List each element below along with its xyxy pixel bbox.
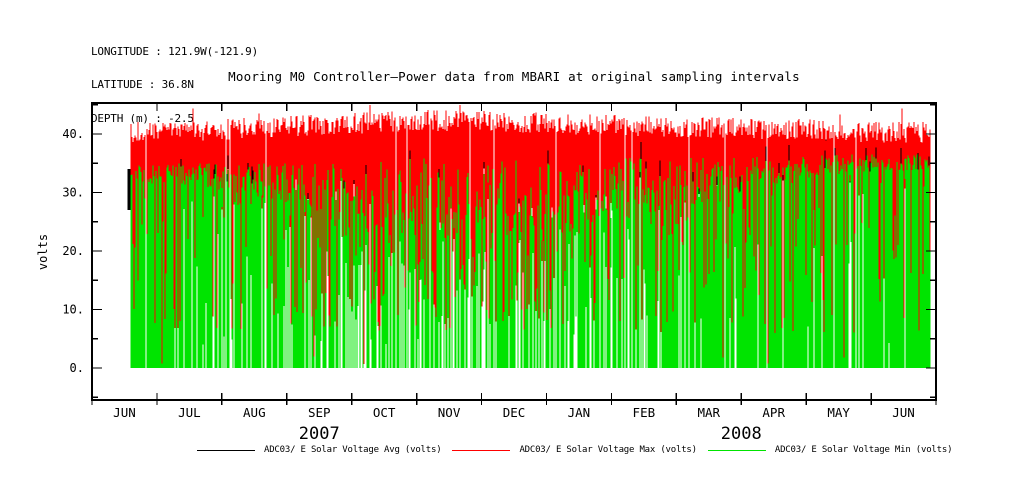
x-month-label: JAN [568, 405, 591, 420]
x-month-label: APR [762, 405, 785, 420]
depth-text: DEPTH (m) : -2.5 [91, 112, 194, 126]
x-month-label: FEB [633, 405, 656, 420]
x-month-label: JUN [113, 405, 136, 420]
max-line-swatch [452, 449, 511, 451]
y-tick-label: 0. [70, 361, 84, 375]
legend-label-min: ADC03/ E Solar Voltage Min (volts) [774, 445, 953, 455]
latitude-text: LATITUDE : 36.8N [91, 78, 194, 92]
x-month-label: JUN [892, 405, 915, 420]
chart-title: Mooring M0 Controller—Power data from MB… [228, 69, 800, 84]
y-tick-label: 20. [62, 244, 84, 258]
min-line-swatch [707, 449, 766, 451]
avg-line-swatch [197, 449, 255, 451]
x-month-label: MAR [697, 405, 720, 420]
legend: ADC03/ E Solar Voltage Avg (volts) ADC03… [197, 445, 963, 455]
y-tick-label: 10. [62, 303, 84, 317]
x-month-label: SEP [308, 405, 331, 420]
location-header: LONGITUDE : 121.9W(-121.9) LATITUDE : 36… [91, 23, 258, 147]
axis-ticks [91, 103, 937, 405]
x-month-label: JUL [178, 405, 201, 420]
y-tick-label: 40. [62, 127, 84, 141]
legend-item-max: ADC03/ E Solar Voltage Max (volts) [452, 445, 707, 455]
x-month-label: MAY [827, 405, 850, 420]
legend-item-min: ADC03/ E Solar Voltage Min (volts) [707, 445, 963, 455]
legend-item-avg: ADC03/ E Solar Voltage Avg (volts) [197, 445, 452, 455]
y-tick-label: 30. [62, 186, 84, 200]
series-min-path [130, 154, 931, 368]
x-month-label: DEC [503, 405, 526, 420]
year-label: 2008 [721, 424, 762, 444]
x-month-label: AUG [243, 405, 266, 420]
x-month-label: NOV [438, 405, 461, 420]
year-label: 2007 [299, 424, 340, 444]
longitude-text: LONGITUDE : 121.9W(-121.9) [91, 44, 258, 58]
legend-label-avg: ADC03/ E Solar Voltage Avg (volts) [264, 445, 442, 455]
x-month-label: OCT [373, 405, 396, 420]
series-max-path [130, 108, 931, 270]
series-max-dips-path [132, 104, 931, 364]
y-axis-title: volts [36, 234, 50, 270]
legend-label-max: ADC03/ E Solar Voltage Max (volts) [519, 445, 697, 455]
